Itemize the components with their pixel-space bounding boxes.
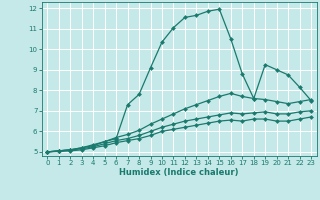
X-axis label: Humidex (Indice chaleur): Humidex (Indice chaleur)	[119, 168, 239, 177]
